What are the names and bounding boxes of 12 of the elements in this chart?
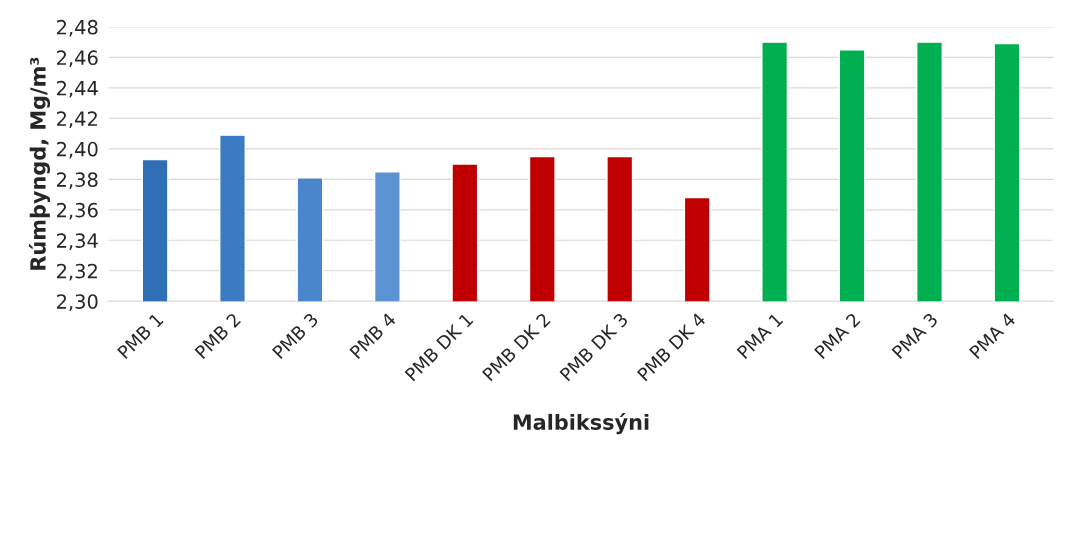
y-tick-label: 2,46 [57, 50, 98, 68]
y-tick-label: 2,30 [57, 294, 98, 311]
y-tick-label: 2,42 [57, 111, 97, 129]
y-tick-label: 2,40 [57, 141, 98, 159]
x-axis-title: Malbikssýni [513, 413, 649, 435]
y-axis-title: Rúmþyngd, Mg/m³ [28, 57, 51, 270]
y-tick-label: 2,36 [57, 202, 98, 220]
y-tick-label: 2,44 [57, 80, 98, 98]
y-tick-label: 2,34 [57, 233, 98, 250]
y-tick-label: 2,48 [57, 19, 98, 37]
y-tick-label: 2,38 [57, 172, 98, 189]
y-tick-label: 2,32 [57, 263, 97, 281]
